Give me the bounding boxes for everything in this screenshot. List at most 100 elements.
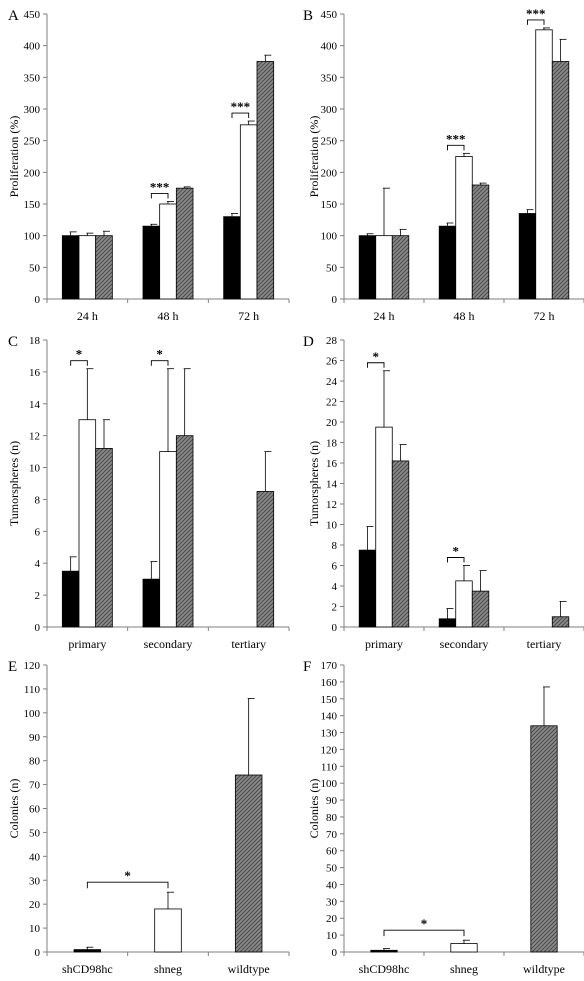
y-tick-label: 20 — [29, 899, 41, 911]
y-tick-label: 80 — [29, 756, 41, 768]
y-tick-label: 170 — [321, 660, 338, 672]
y-tick-label: 0 — [332, 622, 338, 634]
significance-label: *** — [231, 99, 251, 114]
bar — [551, 616, 570, 628]
y-tick-label: 12 — [29, 431, 40, 443]
y-tick-label: 200 — [321, 167, 338, 179]
significance-label: *** — [150, 179, 170, 194]
bar — [391, 460, 410, 628]
y-tick-label: 14 — [29, 399, 41, 411]
y-tick-label: 100 — [321, 778, 338, 790]
chart-panel-e: E Colonies (n) 0 10 20 30 40 50 60 70 80 90 100 110 12… — [7, 659, 290, 976]
y-tick-label: 150 — [321, 694, 338, 706]
y-tick-label: 160 — [321, 677, 338, 689]
y-tick-label: 16 — [326, 458, 338, 470]
y-tick-label: 16 — [29, 367, 41, 379]
y-tick-label: 0 — [332, 294, 338, 306]
bar — [535, 29, 553, 300]
y-tick-label: 10 — [326, 930, 338, 942]
y-tick-label: 2 — [35, 590, 41, 602]
y-tick-label: 30 — [29, 875, 41, 887]
y-tick-label: 120 — [24, 660, 41, 672]
x-tick-label: 72 h — [534, 309, 555, 323]
significance-label: *** — [526, 6, 546, 21]
y-tick-label: 28 — [326, 335, 338, 347]
y-tick-label: 8 — [35, 494, 41, 506]
y-tick-label: 10 — [29, 923, 41, 935]
y-tick-label: 400 — [24, 41, 41, 53]
bar — [530, 725, 558, 953]
bar — [78, 235, 97, 300]
y-tick-label: 400 — [321, 41, 338, 53]
y-tick-label: 70 — [29, 780, 41, 792]
y-tick-label: 50 — [326, 863, 338, 875]
y-tick-label: 100 — [321, 231, 338, 243]
y-tick-label: 300 — [24, 104, 41, 116]
y-axis-label: Colonies (n) — [7, 779, 21, 839]
y-tick-label: 140 — [321, 711, 338, 723]
y-tick-label: 50 — [29, 262, 41, 274]
bar — [438, 618, 457, 628]
bar — [78, 419, 97, 628]
y-tick-label: 450 — [321, 9, 338, 21]
bar — [471, 590, 490, 628]
significance-bracket — [367, 362, 385, 368]
y-tick-label: 30 — [326, 896, 338, 908]
bar — [358, 549, 377, 628]
y-tick-label: 350 — [24, 72, 41, 84]
y-tick-label: 110 — [24, 684, 41, 696]
panel-letter: D — [303, 334, 314, 350]
bar — [61, 235, 80, 300]
panel-letter: C — [8, 334, 18, 350]
panel-letter: E — [8, 659, 17, 675]
panel-letter: F — [303, 659, 311, 675]
bar — [223, 216, 241, 300]
significance-bracket — [70, 360, 88, 366]
y-tick-label: 150 — [24, 199, 41, 211]
y-tick-label: 0 — [35, 294, 41, 306]
y-tick-label: 40 — [29, 851, 41, 863]
y-tick-label: 50 — [326, 262, 338, 274]
y-tick-label: 6 — [332, 561, 338, 573]
y-tick-label: 120 — [321, 744, 338, 756]
significance-bracket — [447, 557, 465, 563]
x-tick-label: shneg — [450, 962, 478, 976]
significance-bracket — [86, 881, 169, 889]
x-tick-label: shCD98hc — [62, 962, 113, 976]
bar — [551, 61, 570, 300]
x-tick-label: primary — [365, 637, 403, 651]
x-tick-label: tertiary — [231, 637, 266, 651]
y-tick-label: 6 — [35, 526, 41, 538]
panel-letter: B — [303, 8, 313, 24]
y-axis-label: Tumorspheres (n) — [7, 441, 21, 526]
y-tick-label: 110 — [321, 761, 338, 773]
bar — [95, 448, 113, 628]
y-axis-label: Proliferation (%) — [7, 116, 21, 198]
panel-letter: A — [8, 8, 19, 24]
y-tick-label: 4 — [35, 558, 41, 570]
y-tick-label: 12 — [326, 499, 337, 511]
bar — [370, 949, 398, 953]
bar — [175, 435, 194, 628]
y-tick-label: 250 — [321, 136, 338, 148]
significance-label: * — [372, 349, 379, 364]
x-tick-label: primary — [68, 637, 106, 651]
y-tick-label: 40 — [326, 879, 338, 891]
bar — [455, 156, 473, 300]
y-tick-label: 0 — [332, 947, 338, 959]
y-tick-label: 2 — [332, 602, 338, 614]
y-tick-label: 450 — [24, 9, 41, 21]
significance-bracket — [527, 19, 545, 25]
x-tick-label: 48 h — [454, 309, 475, 323]
chart-panel-a: A Proliferation (%) 0 50 100 150 200 250 300 350 4… — [7, 8, 290, 323]
bar — [438, 225, 457, 300]
bar — [159, 203, 177, 300]
y-tick-label: 20 — [326, 913, 338, 925]
y-tick-label: 24 — [326, 376, 338, 388]
y-tick-label: 90 — [29, 732, 41, 744]
bar — [455, 580, 473, 628]
bar — [375, 426, 393, 628]
y-tick-label: 18 — [326, 438, 338, 450]
y-tick-label: 4 — [332, 581, 338, 593]
y-axis-label: Colonies (n) — [307, 779, 321, 839]
